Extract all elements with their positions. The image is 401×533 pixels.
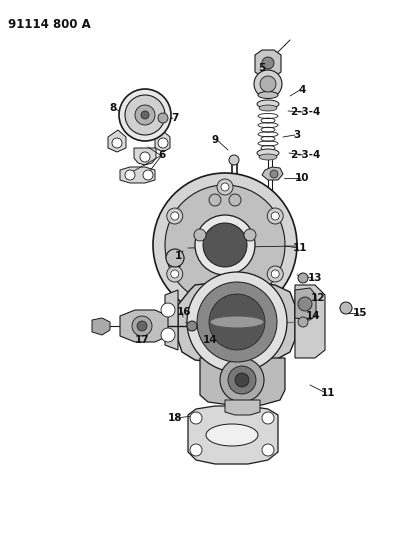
- Circle shape: [260, 76, 276, 92]
- Circle shape: [271, 212, 279, 220]
- Circle shape: [194, 229, 206, 241]
- Text: 16: 16: [177, 307, 191, 317]
- Polygon shape: [178, 282, 295, 363]
- Circle shape: [167, 208, 183, 224]
- Circle shape: [220, 358, 264, 402]
- Circle shape: [262, 57, 274, 69]
- Circle shape: [271, 270, 279, 278]
- Circle shape: [153, 173, 297, 317]
- Text: 9: 9: [211, 135, 219, 145]
- Circle shape: [190, 444, 202, 456]
- Circle shape: [171, 270, 179, 278]
- Circle shape: [166, 249, 184, 267]
- Circle shape: [262, 444, 274, 456]
- Text: 17: 17: [135, 335, 149, 345]
- Polygon shape: [295, 285, 325, 358]
- Circle shape: [143, 170, 153, 180]
- Circle shape: [125, 95, 165, 135]
- Circle shape: [228, 366, 256, 394]
- Circle shape: [141, 111, 149, 119]
- Circle shape: [135, 105, 155, 125]
- Text: 18: 18: [168, 413, 182, 423]
- Circle shape: [298, 317, 308, 327]
- Polygon shape: [255, 50, 281, 77]
- Text: 2-3-4: 2-3-4: [290, 107, 320, 117]
- Text: 4: 4: [298, 85, 306, 95]
- Polygon shape: [108, 130, 126, 152]
- Circle shape: [267, 266, 283, 282]
- Circle shape: [167, 266, 183, 282]
- Polygon shape: [200, 358, 285, 405]
- Circle shape: [209, 294, 265, 350]
- Text: 14: 14: [203, 335, 217, 345]
- Polygon shape: [155, 130, 170, 152]
- Circle shape: [137, 321, 147, 331]
- Circle shape: [112, 138, 122, 148]
- Text: 6: 6: [158, 150, 166, 160]
- Text: 15: 15: [353, 308, 367, 318]
- Text: 3: 3: [294, 130, 301, 140]
- Circle shape: [244, 229, 256, 241]
- Ellipse shape: [257, 149, 279, 157]
- Polygon shape: [188, 406, 278, 464]
- Circle shape: [119, 89, 171, 141]
- Ellipse shape: [206, 424, 258, 446]
- Text: 1: 1: [174, 251, 182, 261]
- Ellipse shape: [259, 154, 277, 160]
- Circle shape: [197, 282, 277, 362]
- Text: 2-3-4: 2-3-4: [290, 150, 320, 160]
- Circle shape: [262, 412, 274, 424]
- Circle shape: [187, 321, 197, 331]
- Circle shape: [190, 412, 202, 424]
- Circle shape: [171, 212, 179, 220]
- Ellipse shape: [210, 316, 264, 328]
- Circle shape: [165, 185, 285, 305]
- Circle shape: [267, 208, 283, 224]
- Circle shape: [158, 138, 168, 148]
- Circle shape: [340, 302, 352, 314]
- Text: 13: 13: [308, 273, 322, 283]
- Circle shape: [158, 113, 168, 123]
- Circle shape: [229, 194, 241, 206]
- Circle shape: [161, 303, 175, 317]
- Circle shape: [270, 170, 278, 178]
- Text: 11: 11: [321, 388, 335, 398]
- Circle shape: [132, 316, 152, 336]
- Ellipse shape: [258, 92, 278, 99]
- Circle shape: [254, 70, 282, 98]
- Circle shape: [187, 272, 287, 372]
- Polygon shape: [120, 310, 168, 342]
- Text: 7: 7: [171, 113, 179, 123]
- Polygon shape: [120, 167, 155, 183]
- Circle shape: [209, 194, 221, 206]
- Text: 11: 11: [293, 243, 307, 253]
- Polygon shape: [225, 400, 260, 415]
- Circle shape: [217, 295, 233, 311]
- Circle shape: [298, 297, 312, 311]
- Ellipse shape: [259, 105, 277, 111]
- Circle shape: [298, 273, 308, 283]
- Circle shape: [235, 373, 249, 387]
- Polygon shape: [134, 148, 156, 165]
- Text: 14: 14: [306, 311, 320, 321]
- Text: 12: 12: [311, 293, 325, 303]
- Circle shape: [203, 223, 247, 267]
- Text: 5: 5: [258, 63, 265, 73]
- Circle shape: [161, 328, 175, 342]
- Text: 91114 800 A: 91114 800 A: [8, 18, 91, 31]
- Circle shape: [221, 183, 229, 191]
- Text: 10: 10: [295, 173, 309, 183]
- Circle shape: [125, 170, 135, 180]
- Circle shape: [229, 155, 239, 165]
- Polygon shape: [92, 318, 110, 335]
- Text: 8: 8: [109, 103, 117, 113]
- Circle shape: [221, 299, 229, 307]
- Ellipse shape: [257, 100, 279, 108]
- Polygon shape: [295, 288, 316, 320]
- Circle shape: [217, 179, 233, 195]
- Polygon shape: [262, 167, 283, 180]
- Circle shape: [140, 152, 150, 162]
- Polygon shape: [165, 290, 178, 350]
- Circle shape: [195, 215, 255, 275]
